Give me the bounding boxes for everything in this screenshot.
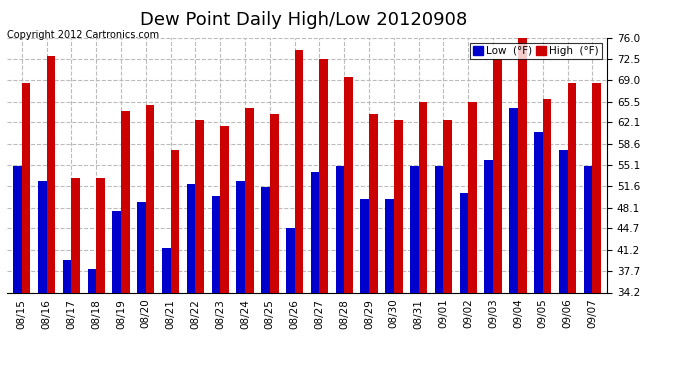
Bar (559, 150, 567, 292)
Bar (38, 181, 47, 292)
Bar (137, 202, 146, 292)
Bar (237, 181, 245, 292)
Bar (335, 166, 344, 292)
Bar (47, 56, 55, 292)
Bar (460, 193, 469, 292)
Bar (22, 83, 30, 292)
Bar (435, 166, 444, 292)
Bar (444, 120, 452, 292)
Bar (509, 108, 518, 292)
Bar (195, 120, 204, 292)
Bar (592, 83, 601, 292)
Text: Copyright 2012 Cartronics.com: Copyright 2012 Cartronics.com (7, 30, 159, 40)
Bar (13, 166, 22, 292)
Bar (493, 59, 502, 292)
Bar (63, 260, 71, 292)
Bar (212, 196, 220, 292)
Bar (112, 211, 121, 292)
Bar (220, 126, 229, 292)
Bar (344, 77, 353, 292)
Bar (286, 228, 295, 292)
Bar (385, 199, 394, 292)
Bar (245, 108, 254, 292)
Bar (410, 166, 419, 292)
Bar (584, 166, 592, 292)
Bar (261, 187, 270, 292)
Bar (310, 172, 319, 292)
Bar (162, 248, 170, 292)
Bar (71, 178, 80, 292)
Bar (484, 159, 493, 292)
Bar (360, 199, 369, 292)
Bar (369, 114, 377, 292)
Bar (170, 150, 179, 292)
Bar (187, 184, 195, 292)
Bar (319, 59, 328, 292)
Bar (394, 120, 402, 292)
Bar (96, 178, 105, 292)
Bar (518, 38, 526, 292)
Bar (567, 83, 576, 292)
Bar (146, 105, 155, 292)
Legend: Low  (°F), High  (°F): Low (°F), High (°F) (470, 43, 602, 59)
Bar (469, 102, 477, 292)
Bar (543, 99, 551, 292)
Bar (270, 114, 279, 292)
Bar (88, 269, 96, 292)
Bar (534, 132, 543, 292)
Bar (419, 102, 427, 292)
Text: Dew Point Daily High/Low 20120908: Dew Point Daily High/Low 20120908 (140, 11, 467, 29)
Bar (295, 50, 304, 292)
Bar (121, 111, 130, 292)
